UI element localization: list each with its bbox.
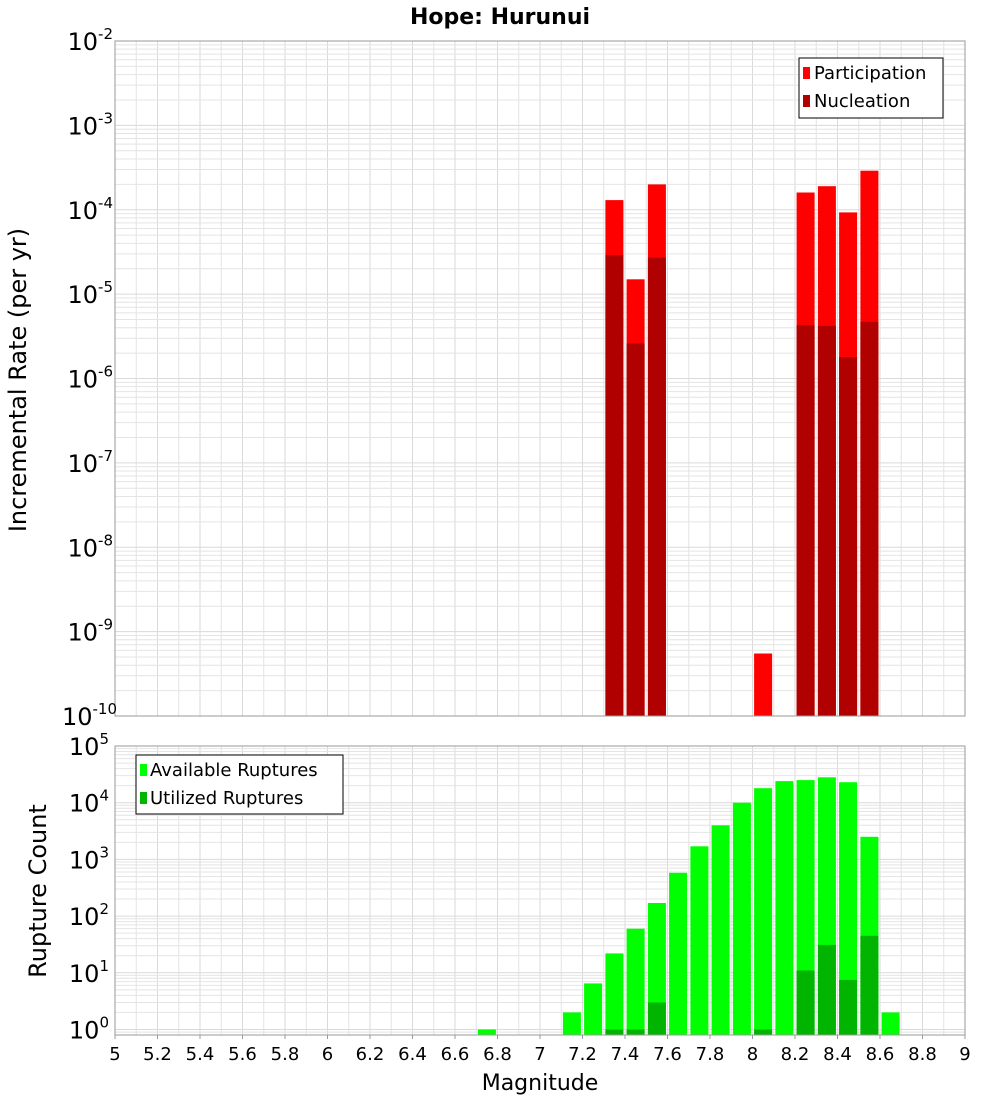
bottom-panel: 105 104 103 102 101 100 5 5.2 5.4 5.6 5.8 6 6.2 6.4 6… bbox=[24, 730, 971, 1096]
bottom-bar-s1 bbox=[690, 846, 709, 1035]
legend-swatch-utilized bbox=[140, 792, 147, 804]
y-tick-label: 101 bbox=[69, 957, 109, 988]
bottom-bar-s1 bbox=[711, 825, 730, 1035]
top-bar-s2 bbox=[839, 357, 858, 716]
bottom-bar-s2 bbox=[860, 935, 879, 1035]
top-y-axis-label: Incremental Rate (per yr) bbox=[4, 228, 32, 532]
x-tick-label: 8.6 bbox=[866, 1044, 895, 1065]
y-tick-label: 10-7 bbox=[67, 447, 113, 478]
top-gridlines bbox=[114, 41, 966, 717]
x-tick-label: 8 bbox=[747, 1044, 758, 1065]
x-tick-label: 6.4 bbox=[398, 1044, 427, 1065]
bottom-bar-s1 bbox=[754, 788, 773, 1035]
legend-swatch-participation bbox=[803, 67, 810, 79]
bottom-legend-box bbox=[135, 754, 344, 815]
bottom-bar-s2 bbox=[817, 944, 836, 1035]
bottom-bar-s2 bbox=[754, 1029, 773, 1035]
y-tick-label: 103 bbox=[69, 843, 109, 874]
x-tick-label: 9 bbox=[959, 1044, 970, 1065]
x-tick-label: 6.2 bbox=[356, 1044, 385, 1065]
y-tick-label: 10-10 bbox=[62, 700, 117, 731]
top-bar-s2 bbox=[605, 255, 624, 716]
legend-label-utilized: Utilized Ruptures bbox=[150, 788, 303, 809]
bottom-bar-s1 bbox=[647, 903, 666, 1035]
bottom-bar-s1 bbox=[584, 983, 603, 1035]
y-tick-label: 10-4 bbox=[67, 194, 113, 225]
y-tick-label: 10-6 bbox=[67, 363, 113, 394]
bottom-bars bbox=[477, 777, 900, 1035]
legend-label-available: Available Ruptures bbox=[150, 760, 318, 781]
x-tick-label: 7.6 bbox=[653, 1044, 682, 1065]
y-tick-label: 100 bbox=[69, 1014, 109, 1045]
x-tick-label: 7.8 bbox=[696, 1044, 725, 1065]
bottom-bar-s1 bbox=[669, 872, 688, 1035]
chart-title: Hope: Hurunui bbox=[410, 5, 590, 30]
bottom-bar-s1 bbox=[562, 1012, 581, 1035]
bottom-bar-s1 bbox=[477, 1029, 496, 1035]
legend-swatch-nucleation bbox=[803, 95, 810, 107]
top-legend: Participation Nucleation bbox=[798, 57, 944, 119]
x-tick-label: 7.4 bbox=[611, 1044, 640, 1065]
top-bar-s2 bbox=[817, 325, 836, 716]
top-y-ticks: 10-2 10-3 10-4 10-5 10-6 10-7 10-8 10-9 10-10 bbox=[62, 25, 117, 731]
x-tick-label: 5.8 bbox=[271, 1044, 300, 1065]
legend-label-nucleation: Nucleation bbox=[814, 91, 910, 112]
x-tick-label: 7 bbox=[534, 1044, 545, 1065]
top-bar-s2 bbox=[860, 321, 879, 716]
bottom-bar-s1 bbox=[626, 928, 645, 1035]
x-axis-label: Magnitude bbox=[482, 1071, 599, 1096]
x-tick-label: 5 bbox=[109, 1044, 120, 1065]
bottom-bar-s2 bbox=[647, 1002, 666, 1035]
x-tick-label: 5.6 bbox=[228, 1044, 257, 1065]
top-bar-s2 bbox=[647, 257, 666, 716]
bottom-bar-s1 bbox=[775, 781, 794, 1035]
x-tick-label: 8.2 bbox=[781, 1044, 810, 1065]
legend-swatch-available bbox=[140, 764, 147, 776]
bottom-bar-s2 bbox=[839, 979, 858, 1035]
bottom-legend: Available Ruptures Utilized Ruptures bbox=[135, 754, 344, 815]
top-bars bbox=[605, 170, 879, 717]
top-panel: 10-2 10-3 10-4 10-5 10-6 10-7 10-8 10-9 10-10 In… bbox=[4, 25, 966, 731]
bottom-bar-s2 bbox=[626, 1029, 645, 1035]
x-tick-label: 5.4 bbox=[186, 1044, 215, 1065]
x-tick-label: 8.8 bbox=[908, 1044, 937, 1065]
y-tick-label: 10-2 bbox=[67, 25, 113, 56]
bottom-y-ticks: 105 104 103 102 101 100 bbox=[69, 730, 109, 1045]
top-bar-s1 bbox=[754, 653, 773, 716]
x-tick-label: 6 bbox=[322, 1044, 333, 1065]
y-tick-label: 10-9 bbox=[67, 616, 113, 647]
x-tick-label: 6.8 bbox=[483, 1044, 512, 1065]
y-tick-label: 102 bbox=[69, 900, 109, 931]
bottom-y-axis-label: Rupture Count bbox=[24, 804, 52, 978]
y-tick-label: 10-3 bbox=[67, 109, 113, 140]
top-plot-frame bbox=[114, 40, 966, 717]
bottom-bar-s1 bbox=[605, 953, 624, 1035]
x-tick-label: 6.6 bbox=[441, 1044, 470, 1065]
y-tick-label: 104 bbox=[69, 787, 109, 818]
bottom-bar-s2 bbox=[796, 970, 815, 1035]
bottom-bar-s2 bbox=[605, 1029, 624, 1035]
bottom-x-ticks: 5 5.2 5.4 5.6 5.8 6 6.2 6.4 6.6 6.8 7 7.2 7.4 7.6 7.8 8… bbox=[109, 1035, 971, 1065]
top-bar-s2 bbox=[626, 343, 645, 716]
x-tick-label: 7.2 bbox=[568, 1044, 597, 1065]
top-bar-s2 bbox=[796, 325, 815, 716]
y-tick-label: 10-8 bbox=[67, 531, 113, 562]
x-tick-label: 5.2 bbox=[143, 1044, 172, 1065]
y-tick-label: 10-5 bbox=[67, 278, 113, 309]
x-tick-label: 8.4 bbox=[823, 1044, 852, 1065]
y-tick-label: 105 bbox=[69, 730, 109, 761]
bottom-bar-s1 bbox=[839, 782, 858, 1035]
bottom-bar-s1 bbox=[881, 1012, 900, 1035]
legend-label-participation: Participation bbox=[814, 63, 926, 84]
bottom-bar-s1 bbox=[732, 802, 751, 1035]
top-legend-box bbox=[798, 57, 944, 119]
